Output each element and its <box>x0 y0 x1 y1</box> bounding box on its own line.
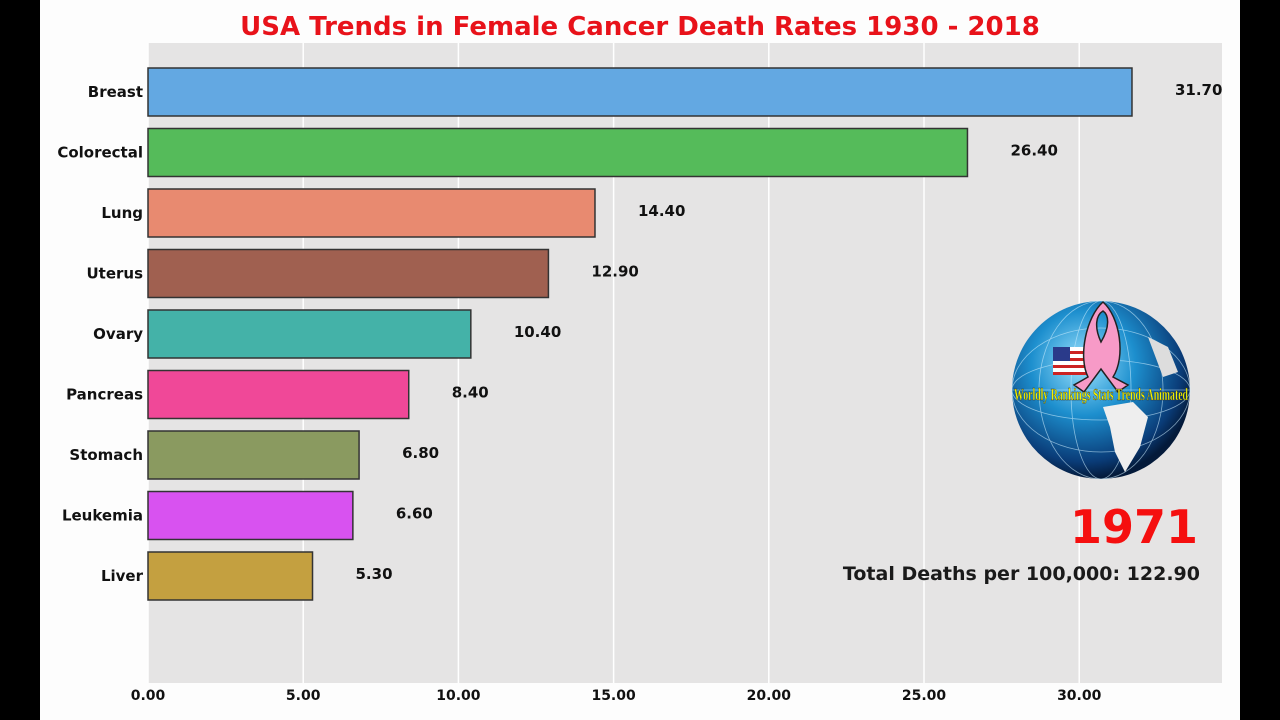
value-label: 31.70 <box>1175 81 1222 99</box>
x-tick-label: 15.00 <box>591 688 636 704</box>
value-label: 26.40 <box>1010 142 1057 160</box>
x-tick-label: 30.00 <box>1057 688 1102 704</box>
category-label: Lung <box>101 204 143 222</box>
x-tick-label: 0.00 <box>131 688 166 704</box>
bar-pancreas <box>147 369 410 420</box>
category-label: Pancreas <box>66 386 143 404</box>
category-label: Breast <box>88 83 143 101</box>
value-label: 6.80 <box>402 444 439 462</box>
chart-title: USA Trends in Female Cancer Death Rates … <box>240 12 1040 42</box>
category-label: Stomach <box>69 446 143 464</box>
category-label: Leukemia <box>62 507 143 525</box>
category-label: Uterus <box>86 265 143 283</box>
category-label: Liver <box>101 567 144 585</box>
bar-leukemia <box>147 490 354 541</box>
bar-breast <box>147 67 1133 117</box>
x-tick-label: 25.00 <box>902 688 947 704</box>
x-tick-label: 20.00 <box>747 688 792 704</box>
bar-ovary <box>147 309 472 359</box>
value-label: 10.40 <box>514 323 561 341</box>
x-tick-label: 10.00 <box>436 688 481 704</box>
bar-uterus <box>147 248 550 299</box>
year-label: 1971 <box>1069 500 1198 554</box>
value-label: 12.90 <box>591 263 638 281</box>
category-label: Ovary <box>93 325 143 343</box>
bar-stomach <box>147 430 360 480</box>
value-label: 5.30 <box>356 565 393 583</box>
value-label: 8.40 <box>452 384 489 402</box>
total-deaths-label: Total Deaths per 100,000: 122.90 <box>842 563 1200 585</box>
category-label: Colorectal <box>57 144 143 162</box>
value-label: 14.40 <box>638 202 685 220</box>
globe-ribbon-logo: Worldly Rankings Stats Trends Animated <box>1011 300 1191 480</box>
bar-colorectal <box>147 127 969 178</box>
x-tick-label: 5.00 <box>286 688 321 704</box>
value-label: 6.60 <box>396 505 433 523</box>
bar-lung <box>147 188 596 238</box>
logo-text: Worldly Rankings Stats Trends Animated <box>1014 385 1188 404</box>
bar-liver <box>147 551 314 601</box>
